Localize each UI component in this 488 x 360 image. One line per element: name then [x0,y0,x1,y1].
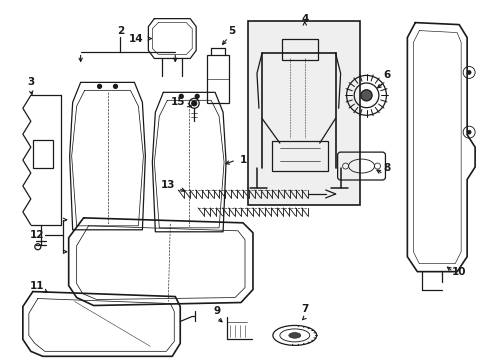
Bar [247,21,359,205]
Bar [207,55,228,103]
Circle shape [179,94,183,98]
Circle shape [360,90,371,101]
Text: 7: 7 [301,305,308,315]
Text: 1: 1 [239,155,246,165]
Bar [271,141,327,171]
Text: 4: 4 [301,14,308,24]
Circle shape [466,130,470,134]
Circle shape [113,84,117,88]
Text: 5: 5 [228,26,235,36]
Ellipse shape [288,333,300,338]
Text: 14: 14 [129,33,143,44]
Bar [33,140,53,168]
Circle shape [191,101,196,106]
Text: 8: 8 [383,163,390,173]
Text: 12: 12 [29,230,44,240]
Text: 2: 2 [117,26,124,36]
Text: 10: 10 [451,267,466,276]
Circle shape [98,84,102,88]
Text: 15: 15 [171,97,185,107]
Circle shape [195,94,199,98]
Text: 13: 13 [161,180,175,190]
Bar [281,39,317,60]
Text: 3: 3 [27,77,34,87]
Text: 9: 9 [213,306,220,316]
Circle shape [466,71,470,75]
Text: 6: 6 [383,71,390,80]
Text: 11: 11 [29,280,44,291]
